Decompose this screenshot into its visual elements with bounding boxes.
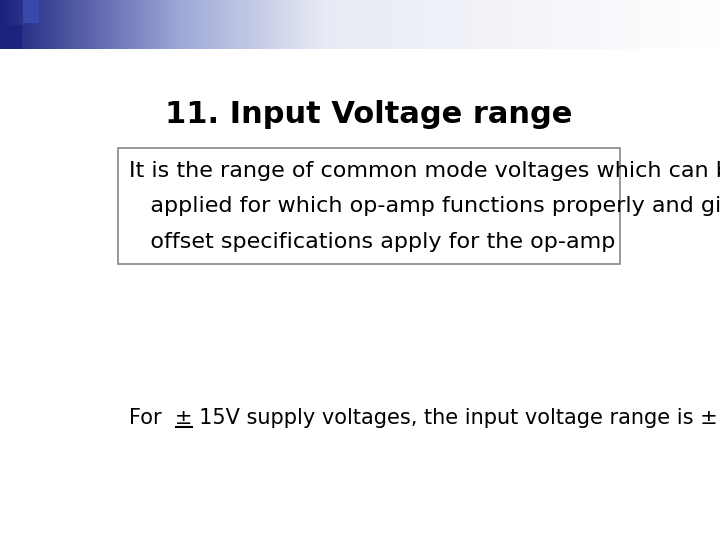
Bar: [0, 25, 22, 49]
Text: For  ± 15V supply voltages, the input voltage range is ± 13V: For ± 15V supply voltages, the input vol…: [129, 408, 720, 428]
Text: offset specifications apply for the op-amp: offset specifications apply for the op-a…: [129, 232, 616, 252]
Text: It is the range of common mode voltages which can be: It is the range of common mode voltages …: [129, 161, 720, 181]
FancyBboxPatch shape: [118, 148, 620, 265]
Bar: [23, 0, 39, 23]
Text: applied for which op-amp functions properly and given: applied for which op-amp functions prope…: [129, 196, 720, 216]
Text: 11. Input Voltage range: 11. Input Voltage range: [166, 100, 572, 129]
